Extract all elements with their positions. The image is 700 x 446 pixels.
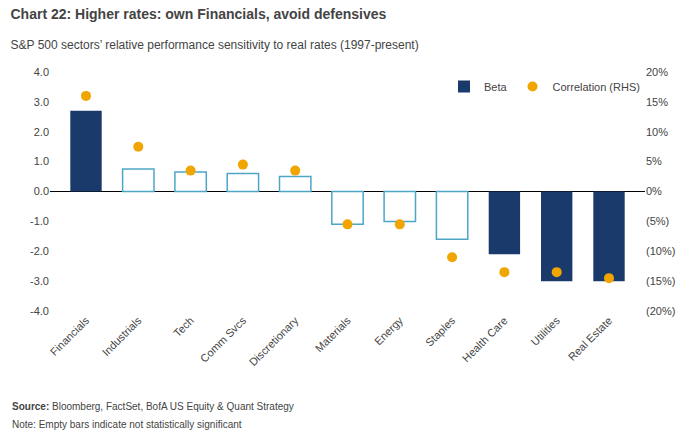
svg-text:Energy: Energy	[372, 314, 405, 347]
svg-text:Chart 22: Higher rates: own Fi: Chart 22: Higher rates: own Financials, …	[11, 6, 387, 22]
svg-text:Utilities: Utilities	[528, 314, 562, 348]
svg-text:Correlation (RHS): Correlation (RHS)	[553, 81, 640, 93]
svg-text:15%: 15%	[646, 96, 668, 108]
svg-text:Beta: Beta	[484, 81, 508, 93]
svg-text:(5%): (5%)	[646, 215, 669, 227]
svg-text:Comm Svcs: Comm Svcs	[198, 314, 249, 365]
svg-text:-4.0: -4.0	[30, 305, 49, 317]
svg-text:Note: Empty bars indicate not: Note: Empty bars indicate not statistica…	[12, 419, 242, 430]
svg-text:2.0: 2.0	[34, 126, 49, 138]
svg-text:Health Care: Health Care	[460, 314, 510, 364]
svg-text:0%: 0%	[646, 185, 662, 197]
svg-text:Source: Bloomberg, FactSet, Bo: Source: Bloomberg, FactSet, BofA US Equi…	[12, 401, 294, 412]
svg-text:Real Estate: Real Estate	[566, 314, 615, 363]
svg-text:5%: 5%	[646, 155, 662, 167]
svg-text:1.0: 1.0	[34, 155, 49, 167]
svg-text:Discretionary: Discretionary	[247, 314, 301, 368]
svg-text:0.0: 0.0	[34, 185, 49, 197]
svg-text:-3.0: -3.0	[30, 275, 49, 287]
svg-text:Industrials: Industrials	[100, 314, 144, 358]
svg-text:(10%): (10%)	[646, 245, 675, 257]
svg-text:3.0: 3.0	[34, 96, 49, 108]
svg-text:S&P 500 sectors’ relative perf: S&P 500 sectors’ relative performance se…	[11, 38, 419, 52]
svg-text:(20%): (20%)	[646, 305, 675, 317]
svg-text:10%: 10%	[646, 126, 668, 138]
svg-text:Financials: Financials	[48, 314, 92, 358]
svg-text:Tech: Tech	[171, 314, 196, 339]
svg-text:4.0: 4.0	[34, 66, 49, 78]
svg-text:Staples: Staples	[423, 314, 458, 349]
svg-text:-1.0: -1.0	[30, 215, 49, 227]
svg-text:20%: 20%	[646, 66, 668, 78]
svg-text:(15%): (15%)	[646, 275, 675, 287]
svg-text:Materials: Materials	[313, 314, 353, 354]
svg-text:-2.0: -2.0	[30, 245, 49, 257]
